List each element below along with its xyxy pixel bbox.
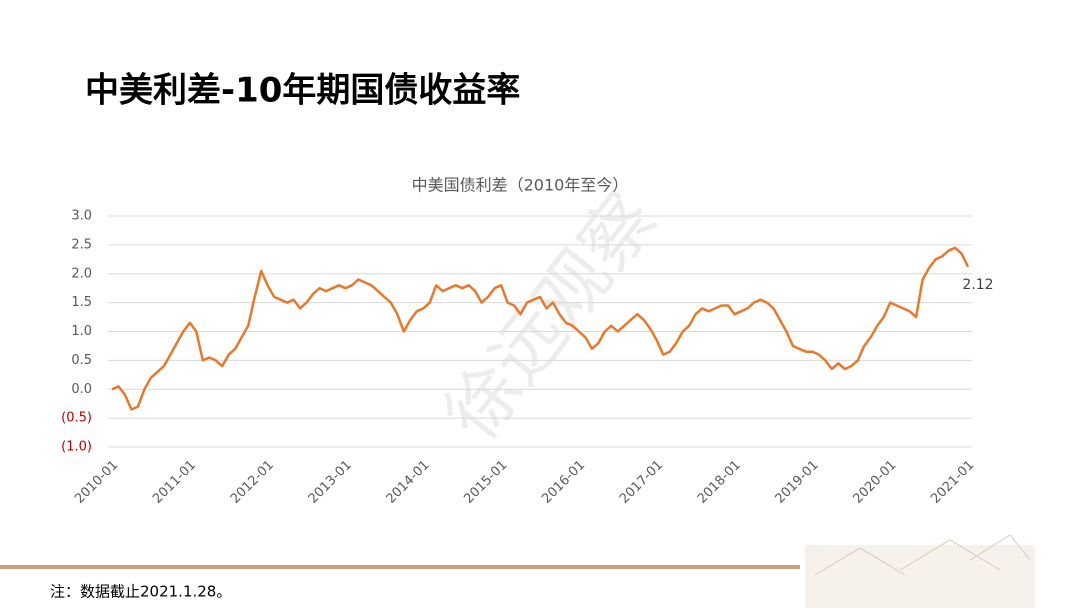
x-tick-label: 2015-01 (461, 458, 510, 507)
x-tick-label: 2021-01 (928, 458, 977, 507)
x-tick-label: 2014-01 (384, 458, 433, 507)
y-tick-label: 1.5 (71, 295, 92, 310)
y-tick-label: 3.0 (71, 209, 92, 224)
data-label: 2.12 (962, 277, 993, 293)
y-tick-label: (1.0) (61, 440, 92, 455)
y-tick-label: 0.0 (71, 382, 92, 397)
slide-title: 中美利差-10年期国债收益率 (85, 71, 520, 111)
x-tick-label: 2020-01 (850, 458, 899, 507)
footer-picture (805, 545, 1035, 608)
x-tick-label: 2012-01 (228, 458, 277, 507)
y-tick-label: 0.5 (71, 353, 92, 368)
y-tick-label: (0.5) (61, 411, 92, 426)
y-tick-label: 1.0 (71, 324, 92, 339)
footer-rule (0, 565, 800, 569)
y-tick-label: 2.0 (71, 266, 92, 281)
x-tick-label: 2011-01 (150, 458, 199, 507)
line-series (111, 246, 970, 411)
x-tick-label: 2016-01 (539, 458, 588, 507)
y-tick-label: 2.5 (71, 237, 92, 252)
chart-title: 中美国债利差（2010年至今） (412, 176, 629, 195)
x-tick-label: 2019-01 (773, 458, 822, 507)
x-tick-label: 2013-01 (306, 458, 355, 507)
x-tick-label: 2010-01 (72, 458, 121, 507)
roof-lines (814, 534, 1031, 576)
footnote: 注：数据截止2021.1.28。 (50, 583, 231, 601)
x-tick-label: 2017-01 (617, 458, 666, 507)
decoration (805, 534, 1035, 608)
x-tick-label: 2018-01 (695, 458, 744, 507)
